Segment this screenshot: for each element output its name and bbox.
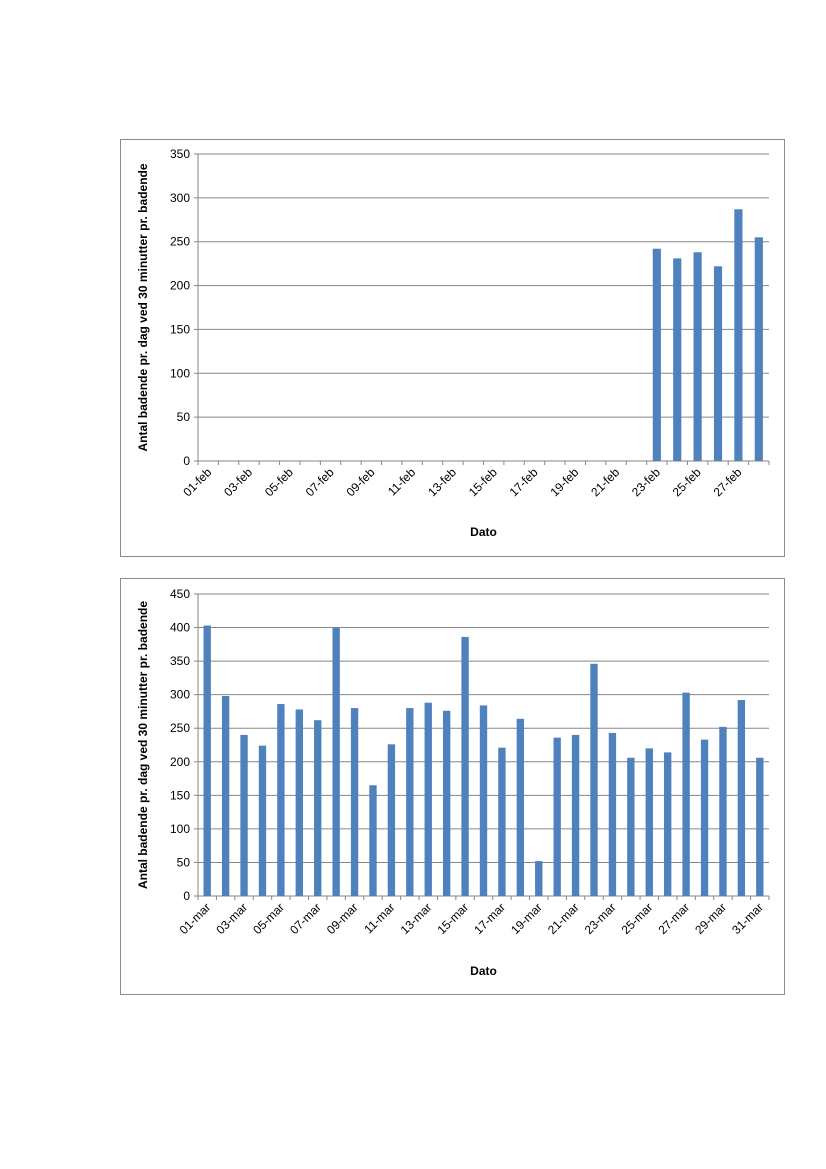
y-tick-label: 200 bbox=[170, 755, 190, 769]
x-tick-label: 07-feb bbox=[303, 465, 337, 499]
y-axis-title: Antal badende pr. dag ved 30 minutter pr… bbox=[136, 163, 150, 451]
x-tick-label: 25-feb bbox=[670, 465, 704, 499]
x-tick-label: 27-mar bbox=[655, 900, 692, 937]
x-tick-label: 09-feb bbox=[343, 465, 377, 499]
y-tick-label: 0 bbox=[183, 889, 190, 903]
bar-11-mar bbox=[387, 744, 396, 896]
bar-04-mar bbox=[258, 745, 267, 896]
bar-27-feb bbox=[734, 209, 743, 461]
y-tick-label: 400 bbox=[170, 621, 190, 635]
y-tick-label: 50 bbox=[177, 855, 191, 869]
bar-23-mar bbox=[608, 732, 617, 896]
bar-22-mar bbox=[590, 663, 598, 896]
y-tick-label: 100 bbox=[170, 366, 190, 380]
chart-february: 0 50 100 150 200 250 300 350 01-feb 03-feb 05-feb 0… bbox=[120, 139, 785, 557]
y-tick-label: 300 bbox=[170, 191, 190, 205]
x-tick-label: 09-mar bbox=[324, 900, 361, 937]
bar-28-mar bbox=[700, 739, 709, 896]
bar-14-mar bbox=[442, 710, 451, 896]
y-tick-label: 350 bbox=[170, 654, 190, 668]
bar-26-feb bbox=[713, 266, 723, 461]
bar-13-mar bbox=[424, 702, 432, 896]
x-tick-label: 23-mar bbox=[582, 900, 619, 937]
bar-07-mar bbox=[314, 720, 322, 896]
y-tick-label: 350 bbox=[170, 147, 190, 161]
x-tick-label: 31-mar bbox=[729, 900, 766, 937]
y-tick-label: 300 bbox=[170, 688, 190, 702]
bar-19-mar bbox=[535, 861, 543, 896]
x-tick-label: 11-mar bbox=[361, 900, 397, 936]
bar-31-mar bbox=[756, 757, 764, 896]
bar-05-mar bbox=[277, 704, 285, 896]
x-tick-label: 19-mar bbox=[508, 900, 545, 937]
bar-26-mar bbox=[664, 752, 672, 896]
bar-21-mar bbox=[571, 734, 580, 896]
bar-18-mar bbox=[516, 718, 525, 896]
x-tick-label: 17-feb bbox=[507, 465, 541, 499]
x-tick-label: 05-feb bbox=[262, 465, 296, 499]
bar-25-mar bbox=[645, 748, 653, 896]
x-tick-label: 27-feb bbox=[711, 465, 745, 499]
x-tick-label: 21-mar bbox=[545, 900, 582, 937]
bar-08-mar bbox=[332, 627, 340, 896]
x-tick-label: 07-mar bbox=[287, 900, 324, 937]
y-axis-title: Antal badende pr. dag ved 30 minutter pr… bbox=[136, 601, 150, 889]
y-tick-label: 200 bbox=[170, 279, 190, 293]
chart-march: 0 50 100 150 200 250 300 350 400 450 01-mar 03-mar 0… bbox=[120, 578, 785, 995]
y-tick-label: 0 bbox=[183, 454, 190, 468]
bar-03-mar bbox=[240, 734, 248, 896]
x-tick-label: 21-feb bbox=[588, 465, 622, 499]
y-tick-label: 100 bbox=[170, 822, 190, 836]
x-axis-title: Dato bbox=[470, 525, 497, 539]
bar-09-mar bbox=[350, 708, 359, 896]
bar-20-mar bbox=[553, 737, 561, 896]
x-tick-label: 03-mar bbox=[213, 900, 250, 937]
bar-27-mar bbox=[682, 692, 690, 896]
x-tick-label: 13-feb bbox=[425, 465, 459, 499]
bar-16-mar bbox=[479, 705, 488, 896]
bar-10-mar bbox=[369, 785, 377, 896]
y-tick-label: 250 bbox=[170, 235, 190, 249]
bar-15-mar bbox=[461, 636, 469, 896]
bar-01-mar bbox=[203, 625, 211, 896]
x-tick-label: 25-mar bbox=[619, 900, 656, 937]
y-tick-label: 150 bbox=[170, 788, 190, 802]
bar-30-mar bbox=[737, 700, 746, 896]
bar-25-feb bbox=[693, 252, 702, 461]
x-tick-label: 29-mar bbox=[692, 900, 729, 937]
bar-02-mar bbox=[221, 696, 230, 896]
x-tick-label: 01-mar bbox=[177, 900, 214, 937]
bar-23-feb bbox=[652, 248, 661, 461]
bar-06-mar bbox=[295, 709, 303, 896]
x-tick-label: 15-feb bbox=[466, 465, 500, 499]
y-tick-label: 50 bbox=[177, 410, 191, 424]
x-tick-label: 23-feb bbox=[629, 465, 663, 499]
x-tick-label: 17-mar bbox=[471, 900, 508, 937]
y-tick-label: 250 bbox=[170, 721, 190, 735]
x-tick-label: 01-feb bbox=[180, 465, 214, 499]
y-tick-label: 450 bbox=[170, 587, 190, 601]
bar-24-mar bbox=[627, 757, 635, 896]
y-tick-label: 150 bbox=[170, 322, 190, 336]
bar-28-feb bbox=[754, 237, 763, 461]
bar-29-mar bbox=[719, 726, 727, 896]
x-tick-label: 15-mar bbox=[434, 900, 471, 937]
bar-24-feb bbox=[673, 258, 682, 461]
x-tick-label: 19-feb bbox=[547, 465, 581, 499]
bar-17-mar bbox=[498, 747, 506, 896]
x-tick-label: 13-mar bbox=[398, 900, 435, 937]
bar-12-mar bbox=[406, 708, 414, 896]
x-tick-label: 05-mar bbox=[250, 900, 287, 937]
x-axis-title: Dato bbox=[470, 964, 497, 978]
x-tick-label: 11-feb bbox=[385, 465, 419, 499]
x-tick-label: 03-feb bbox=[221, 465, 255, 499]
